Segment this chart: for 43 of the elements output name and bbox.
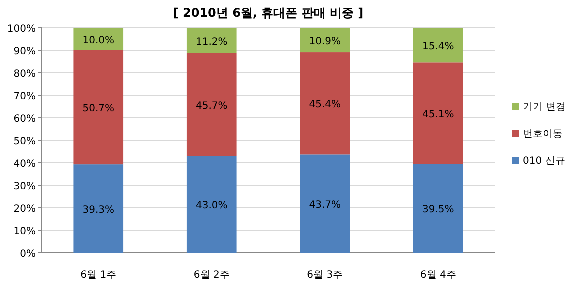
data-label: 10.9% — [309, 36, 342, 48]
bar — [413, 28, 464, 63]
data-label: 45.1% — [422, 109, 454, 120]
x-tick-label: 6월 4주 — [420, 270, 456, 281]
bar — [186, 28, 237, 54]
data-label: 45.4% — [309, 100, 342, 111]
y-tick-label: 60% — [14, 114, 36, 125]
data-label: 39.5% — [422, 204, 454, 216]
bar — [74, 50, 124, 165]
legend-label: 기기 변경 — [523, 102, 566, 113]
bar — [413, 164, 464, 253]
y-tick-label: 0% — [20, 249, 36, 260]
bar — [186, 156, 237, 253]
bar — [413, 62, 464, 164]
bar — [74, 28, 124, 50]
data-label: 10.0% — [82, 35, 115, 46]
data-label: 43.7% — [309, 200, 342, 211]
y-tick-label: 40% — [14, 159, 36, 170]
x-tick-label: 6월 3주 — [307, 270, 344, 281]
data-label: 39.3% — [82, 204, 115, 216]
y-tick-label: 80% — [14, 69, 36, 80]
y-tick-label: 30% — [14, 182, 36, 192]
bar — [300, 154, 350, 253]
y-tick-label: 100% — [7, 24, 36, 35]
y-tick-label: 10% — [14, 226, 36, 238]
y-tick-label: 50% — [14, 136, 36, 148]
legend-label: 010 신규 — [523, 156, 566, 167]
data-label: 45.7% — [196, 100, 228, 112]
x-tick-label: 6월 2주 — [194, 270, 230, 281]
y-tick-label: 90% — [14, 46, 36, 58]
y-tick-label: 20% — [14, 204, 36, 215]
bar — [74, 164, 124, 253]
x-tick-label: 6월 1주 — [80, 270, 117, 281]
legend-label: 번호이동 — [523, 129, 563, 140]
bar — [186, 53, 237, 156]
bar — [300, 52, 350, 155]
data-label: 15.4% — [422, 41, 454, 52]
chart-title: [ 2010년 6월, 휴대폰 판매 비중 ] — [173, 6, 364, 20]
data-label: 50.7% — [82, 104, 115, 115]
data-label: 11.2% — [196, 36, 228, 48]
y-tick-label: 70% — [14, 92, 36, 102]
data-label: 43.0% — [196, 200, 228, 212]
bar — [300, 28, 350, 53]
